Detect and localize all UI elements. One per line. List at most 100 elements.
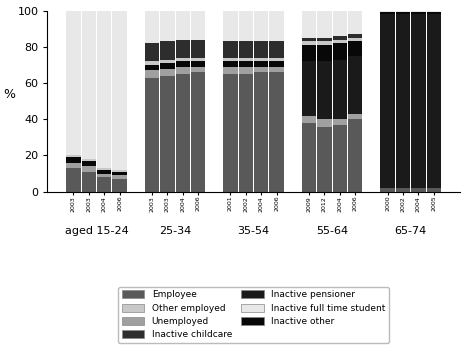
Bar [270,11,284,42]
Bar [317,126,332,192]
Bar [239,74,253,192]
Bar [239,58,253,61]
Bar [160,11,174,42]
Bar [175,58,190,61]
Bar [145,61,159,65]
Bar [396,11,410,12]
Bar [223,67,237,74]
Bar [191,67,205,72]
Bar [396,12,410,14]
Legend: Employee, Other employed, Unemployed, Inactive childcare, Inactive pensioner, In: Employee, Other employed, Unemployed, In… [118,287,389,343]
Bar [381,188,395,192]
Bar [348,11,363,34]
Bar [348,42,363,56]
Bar [66,163,81,168]
Bar [302,61,316,116]
Bar [145,43,159,61]
Bar [302,38,316,42]
Bar [223,58,237,61]
Text: 65-74: 65-74 [395,226,427,236]
Bar [254,58,268,61]
Bar [317,38,332,42]
Bar [348,114,363,119]
Bar [175,74,190,192]
Bar [317,61,332,119]
Text: 35-54: 35-54 [237,226,270,236]
Bar [411,11,426,12]
Bar [333,43,347,60]
Bar [160,69,174,76]
Bar [112,172,127,175]
Bar [427,11,441,12]
Bar [411,12,426,14]
Bar [254,72,268,192]
Bar [97,174,111,177]
Bar [112,175,127,179]
Bar [396,14,410,188]
Bar [82,161,96,166]
Bar [302,42,316,45]
Bar [302,45,316,61]
Bar [82,159,96,161]
Bar [333,40,347,43]
Bar [302,11,316,38]
Bar [97,177,111,192]
Bar [411,14,426,188]
Bar [254,11,268,42]
Bar [112,179,127,192]
Bar [223,11,237,42]
Bar [160,76,174,192]
Bar [223,61,237,67]
Bar [191,11,205,40]
Bar [302,116,316,123]
Text: 55-64: 55-64 [316,226,348,236]
Bar [348,38,363,42]
Bar [175,61,190,67]
Y-axis label: %: % [3,88,15,101]
Bar [254,61,268,67]
Bar [97,11,111,168]
Bar [381,11,395,12]
Bar [333,11,347,36]
Bar [223,74,237,192]
Bar [175,11,190,40]
Bar [239,61,253,67]
Bar [223,42,237,58]
Bar [427,188,441,192]
Bar [66,168,81,192]
Bar [317,11,332,38]
Bar [239,11,253,42]
Bar [396,188,410,192]
Bar [175,67,190,74]
Bar [333,36,347,40]
Bar [191,40,205,58]
Bar [270,58,284,61]
Bar [270,67,284,72]
Bar [317,119,332,126]
Text: 25-34: 25-34 [159,226,191,236]
Bar [160,60,174,63]
Bar [427,12,441,14]
Text: aged 15-24: aged 15-24 [64,226,128,236]
Bar [348,119,363,192]
Bar [317,45,332,61]
Bar [333,60,347,119]
Bar [302,123,316,192]
Bar [145,65,159,70]
Bar [427,14,441,188]
Bar [411,188,426,192]
Bar [270,72,284,192]
Bar [145,78,159,192]
Bar [66,157,81,163]
Bar [333,119,347,125]
Bar [82,166,96,172]
Bar [160,42,174,60]
Bar [175,40,190,58]
Bar [66,155,81,157]
Bar [270,42,284,58]
Bar [160,63,174,69]
Bar [191,72,205,192]
Bar [97,168,111,170]
Bar [254,42,268,58]
Bar [333,125,347,192]
